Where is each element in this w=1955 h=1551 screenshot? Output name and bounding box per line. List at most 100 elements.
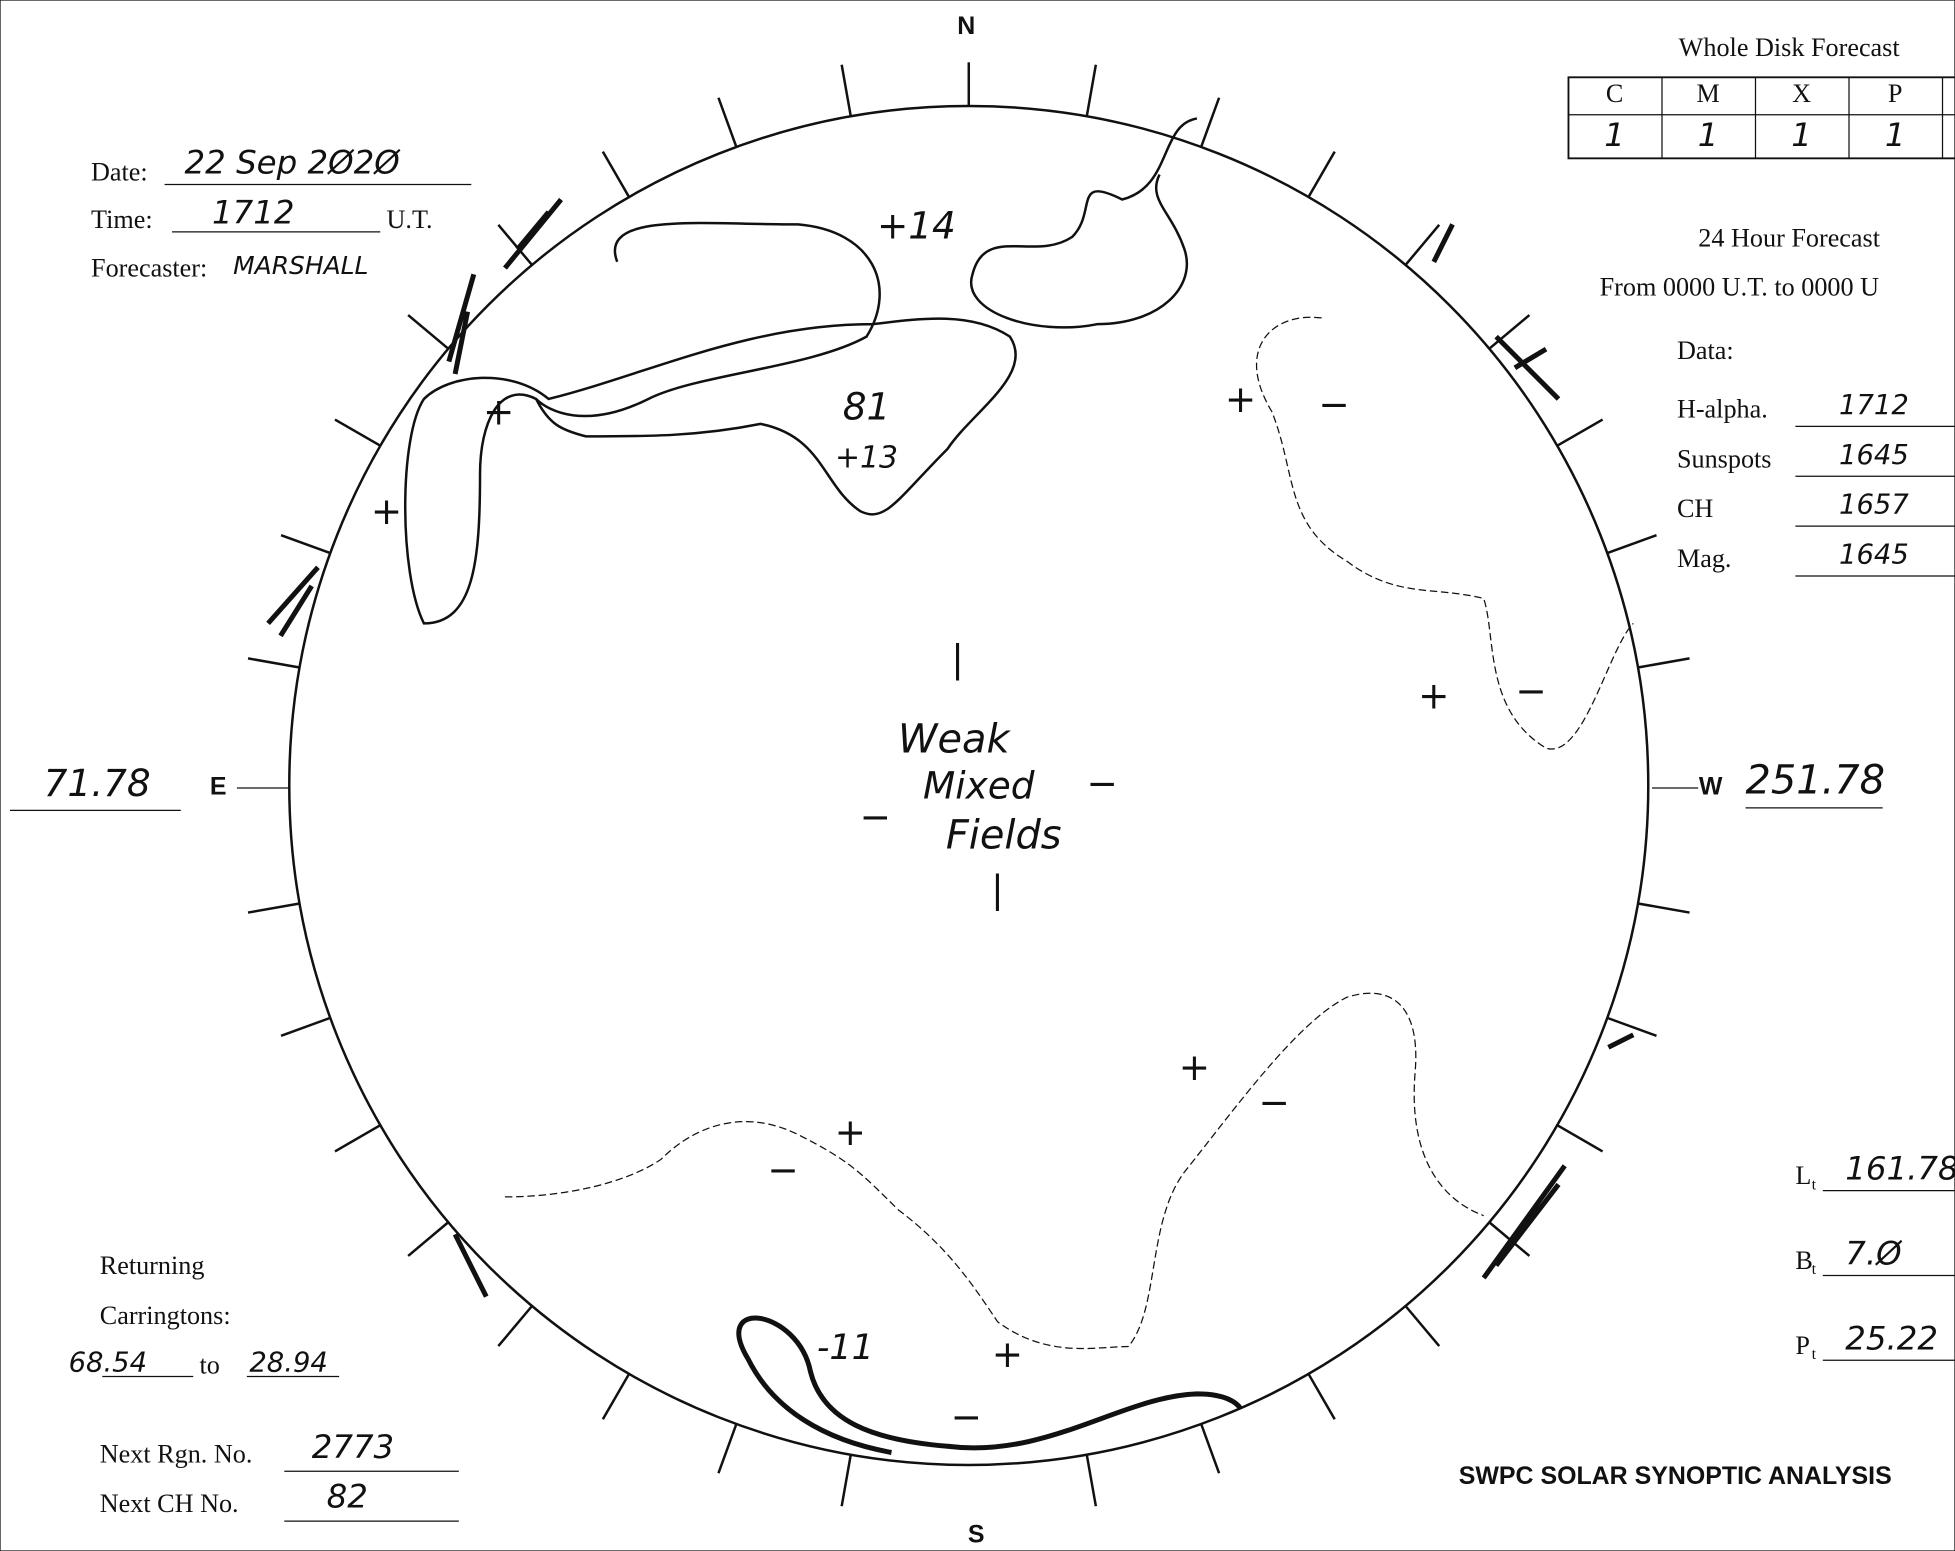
limb-tick xyxy=(497,1305,533,1347)
polarity-mark: − xyxy=(860,795,891,839)
polarity-mark: + xyxy=(371,489,402,533)
data-row-label: CH xyxy=(1677,494,1713,523)
limb-tick xyxy=(1200,97,1221,148)
limb-tick xyxy=(840,64,853,117)
limb-tick xyxy=(1307,1373,1336,1420)
time-unit: U.T. xyxy=(387,205,433,234)
time-label: Time: xyxy=(91,205,153,234)
forecast-value: 1 xyxy=(1791,116,1812,154)
data-row-label: Sunspots xyxy=(1677,444,1772,473)
forecast-value: 1 xyxy=(1698,116,1719,154)
polarity-mark: − xyxy=(951,1394,982,1438)
date-label: Date: xyxy=(91,158,148,187)
forecast-cells: C 1 M 1 X 1 P 1 xyxy=(1604,79,1905,154)
carrington-to-label: to xyxy=(200,1351,220,1380)
limb-tick xyxy=(717,1423,738,1474)
polarity-mark: + xyxy=(835,1110,866,1154)
limb-tick xyxy=(1488,314,1531,350)
data-row-value: 1712 xyxy=(1839,390,1909,421)
next-ch-label: Next CH No. xyxy=(100,1489,239,1518)
orient-label: P xyxy=(1795,1331,1810,1360)
data-times: H-alpha. 1712 Sunspots 1645 CH 1657 Mag. 1645 xyxy=(1677,390,1955,577)
limb-tick xyxy=(407,314,450,350)
next-region-label: Next Rgn. No. xyxy=(100,1439,253,1468)
polarity-mark: + xyxy=(992,1332,1023,1376)
disk-annotation: Weak xyxy=(898,716,1011,762)
polarity-mark: − xyxy=(1259,1080,1290,1124)
forecast-table xyxy=(1567,76,1955,160)
next-region: 2773 xyxy=(312,1428,394,1466)
ch-south-outline xyxy=(736,1315,1243,1455)
limb-tick xyxy=(1307,151,1336,198)
orient-sub: t xyxy=(1812,1345,1817,1363)
orient-sub: t xyxy=(1812,1175,1817,1193)
limb-tick xyxy=(1404,224,1441,266)
limb-tick xyxy=(1200,1423,1221,1474)
polarity-mark: + xyxy=(1179,1045,1210,1089)
limb-tick xyxy=(334,418,381,447)
east: E xyxy=(210,773,227,801)
orient-value: 7.Ø xyxy=(1845,1235,1903,1273)
orient-value: 161.78 xyxy=(1845,1150,1955,1188)
polarity-mark: | xyxy=(991,867,1004,911)
data-row-value: 1657 xyxy=(1839,490,1909,521)
polarity-mark: − xyxy=(767,1147,798,1191)
carringtons-line1: Returning xyxy=(100,1251,205,1280)
polarity-mark: + xyxy=(1418,674,1449,718)
forecaster-label: Forecaster: xyxy=(91,254,207,283)
north: N xyxy=(957,12,975,40)
east-longitude: 71.78 xyxy=(44,761,151,805)
carringtons-line2: Carringtons: xyxy=(100,1301,231,1330)
limb-tick xyxy=(1556,1124,1604,1153)
limb-tick xyxy=(601,151,631,198)
disk-annotation: Mixed xyxy=(923,763,1035,807)
carrington-from: 68.54 xyxy=(69,1347,147,1378)
date: 22 Sep 2Ø2Ø xyxy=(185,144,402,182)
forecast-title: Whole Disk Forecast xyxy=(1679,33,1901,62)
disk-annotation: Fields xyxy=(946,812,1062,858)
limb-tick xyxy=(407,1221,450,1257)
polarity-mark: | xyxy=(951,636,964,680)
west: W xyxy=(1699,773,1723,801)
limb-ticks xyxy=(247,62,1690,1507)
neutral-line xyxy=(504,992,1484,1350)
red-marks xyxy=(266,197,1635,1298)
time: 1712 xyxy=(212,193,294,231)
south: S xyxy=(968,1521,985,1549)
disk-annotation: 81 xyxy=(843,384,891,428)
polarity-mark: − xyxy=(1087,761,1118,805)
data-row-value: 1645 xyxy=(1839,540,1909,571)
limb-tick xyxy=(1637,657,1690,669)
limb-tick xyxy=(717,97,738,148)
limb-tick xyxy=(280,533,331,555)
limb-tick xyxy=(1556,418,1604,447)
forecaster: MARSHALL xyxy=(233,251,368,280)
data-row-label: H-alpha. xyxy=(1677,394,1768,423)
forecast-column: X xyxy=(1792,79,1811,108)
forecast-column: P xyxy=(1888,79,1903,108)
neutral-line xyxy=(1255,316,1634,750)
polarity-mark: + xyxy=(483,389,514,433)
forecast-column: C xyxy=(1606,79,1623,108)
ch-81-outline xyxy=(403,221,1017,625)
orient-sub: t xyxy=(1812,1260,1817,1278)
limb-tick xyxy=(1606,533,1657,555)
limb-tick xyxy=(247,657,300,669)
orient-value: 25.22 xyxy=(1845,1319,1938,1357)
limb-tick xyxy=(247,902,300,914)
neutral-lines xyxy=(504,316,1634,1350)
limb-tick xyxy=(497,224,533,266)
disk-annotation: -11 xyxy=(817,1328,874,1368)
footer-title: SWPC SOLAR SYNOPTIC ANALYSIS xyxy=(1459,1462,1892,1490)
forecast-value: 1 xyxy=(1885,116,1906,154)
forecast-period: 24 Hour Forecast xyxy=(1698,224,1880,253)
carrington-to: 28.94 xyxy=(249,1347,327,1378)
west-longitude: 251.78 xyxy=(1746,757,1886,803)
limb-tick xyxy=(1637,902,1690,914)
polarity-mark: − xyxy=(1515,669,1546,713)
disk-annotation: +13 xyxy=(835,440,898,475)
limb-tick xyxy=(1085,1454,1098,1507)
data-label: Data: xyxy=(1677,336,1734,365)
